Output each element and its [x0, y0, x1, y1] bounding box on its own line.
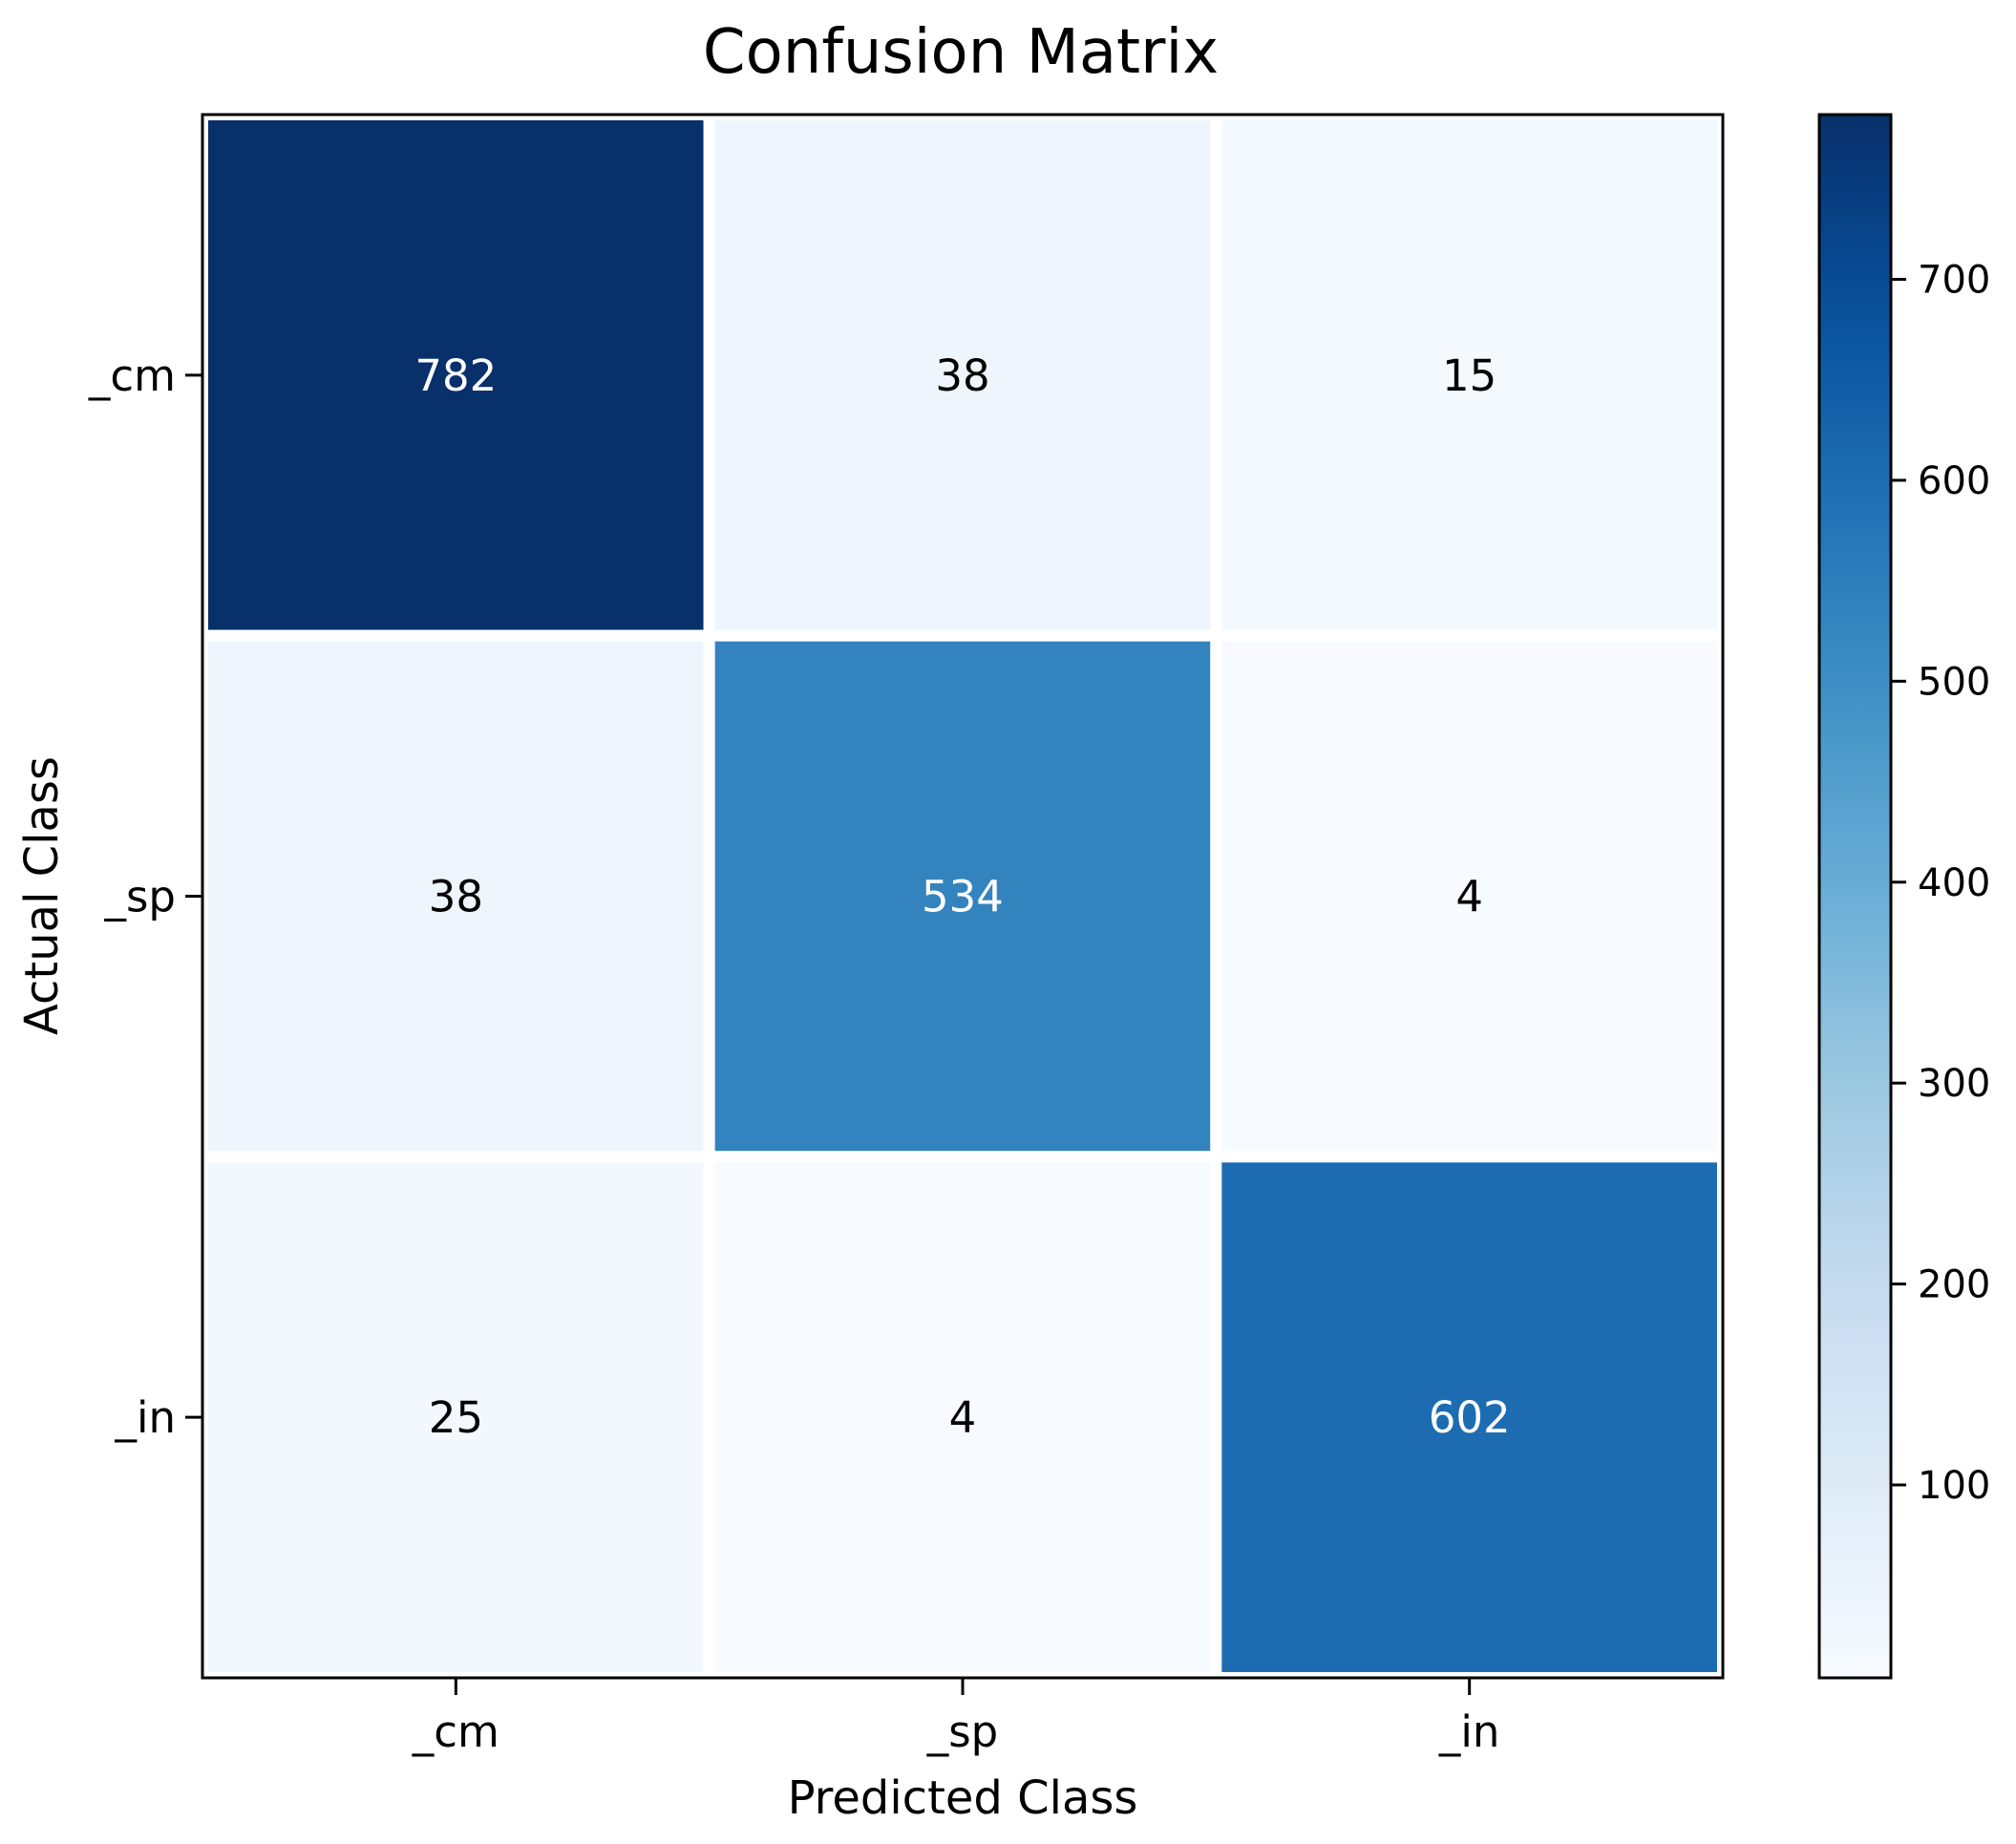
y-tick-label: _sp: [103, 872, 176, 922]
cell-value-label: 25: [429, 1392, 483, 1443]
cell-value-label: 782: [414, 350, 497, 401]
colorbar-tick-label: 500: [1918, 660, 1990, 704]
cell-value-label: 602: [1429, 1392, 1511, 1443]
cell-value-label: 4: [1455, 872, 1483, 922]
cell-value-label: 4: [949, 1392, 977, 1443]
colorbar: [1817, 113, 1893, 1680]
y-tick-label: _cm: [88, 350, 176, 401]
x-tick-label: _cm: [412, 1706, 499, 1757]
colorbar-tick-label: 400: [1918, 861, 1990, 905]
cell-value-label: 534: [922, 872, 1004, 922]
cell-value-label: 38: [935, 350, 989, 401]
heatmap-cells: 782 38 15 38 534 4 25 4 602: [197, 109, 1730, 1685]
y-tick-label: _in: [114, 1392, 176, 1443]
y-axis-ticks: _cm _sp _in: [88, 350, 202, 1443]
colorbar-ticks: 100 200 300 400 500 600 700: [1891, 259, 1990, 1508]
x-axis-ticks: _cm _sp _in: [412, 1678, 1500, 1757]
x-axis-label: Predicted Class: [788, 1771, 1138, 1825]
heatmap-cell: [1210, 629, 1730, 1163]
colorbar-tick-label: 700: [1918, 259, 1990, 303]
colorbar-tick-label: 600: [1918, 459, 1990, 503]
colorbar-tick-label: 200: [1918, 1263, 1990, 1307]
colorbar-tick-label: 100: [1918, 1464, 1990, 1508]
x-tick-label: _in: [1438, 1706, 1500, 1757]
colorbar-tick-label: 300: [1918, 1062, 1990, 1106]
cell-value-label: 38: [429, 872, 483, 922]
heatmap-cell: [703, 1151, 1222, 1685]
y-axis-label: Actual Class: [15, 756, 69, 1035]
x-tick-label: _sp: [926, 1706, 999, 1757]
cell-value-label: 15: [1442, 350, 1496, 401]
heatmap-cell: [703, 109, 1222, 642]
heatmap-cell: [197, 109, 715, 642]
chart-title: Confusion Matrix: [703, 17, 1219, 88]
